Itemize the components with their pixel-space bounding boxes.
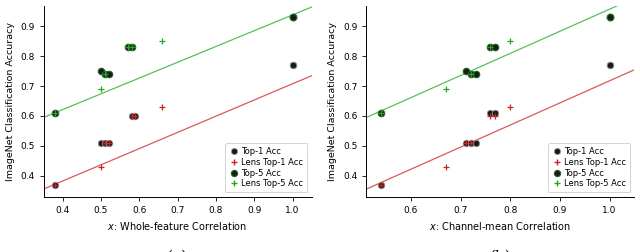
Point (605, 63, 615, 67)
Point (287, 63, 298, 67)
Point (100, 141, 110, 145)
Point (505, 39, 515, 43)
Point (465, 72, 476, 76)
Point (485, 45, 495, 49)
Point (376, 111, 387, 115)
Point (127, 114, 137, 118)
Point (100, 72, 110, 76)
Point (100, 141, 110, 145)
Point (461, 141, 471, 145)
Point (490, 45, 500, 49)
Point (287, 15, 298, 19)
Point (50, 183, 60, 187)
Point (96, 87, 106, 91)
Point (440, 165, 451, 169)
Point (50, 111, 60, 115)
X-axis label: $\it{x}$: Channel-mean Correlation: $\it{x}$: Channel-mean Correlation (429, 220, 572, 232)
X-axis label: $\it{x}$: Whole-feature Correlation: $\it{x}$: Whole-feature Correlation (108, 220, 248, 232)
Point (605, 63, 615, 67)
Point (104, 72, 114, 76)
Point (376, 111, 387, 115)
Point (131, 114, 141, 118)
Legend: Top-1 Acc, Lens Top-1 Acc, Top-5 Acc, Lens Top-5 Acc: Top-1 Acc, Lens Top-1 Acc, Top-5 Acc, Le… (548, 143, 630, 192)
Point (485, 111, 495, 115)
Point (287, 15, 298, 19)
Point (485, 114, 495, 118)
Point (470, 141, 481, 145)
Point (605, 15, 615, 19)
Point (485, 45, 495, 49)
Point (490, 114, 500, 118)
Y-axis label: ImageNet Classification Accuracy: ImageNet Classification Accuracy (328, 22, 337, 180)
Point (96, 141, 106, 145)
Point (104, 141, 114, 145)
Point (96, 69, 106, 73)
Point (605, 15, 615, 19)
Point (127, 45, 137, 49)
Text: (a): (a) (167, 250, 188, 252)
Point (127, 114, 137, 118)
Point (123, 45, 133, 49)
Point (96, 165, 106, 169)
Point (157, 39, 168, 43)
Text: (b): (b) (490, 250, 511, 252)
Point (50, 111, 60, 115)
Point (287, 63, 298, 67)
Point (157, 105, 168, 109)
Point (123, 45, 133, 49)
Point (470, 72, 481, 76)
Point (376, 183, 387, 187)
Point (490, 111, 500, 115)
Point (104, 141, 114, 145)
Point (376, 183, 387, 187)
Point (465, 141, 476, 145)
Y-axis label: ImageNet Classification Accuracy: ImageNet Classification Accuracy (6, 22, 15, 180)
Point (127, 45, 137, 49)
Point (505, 105, 515, 109)
Point (461, 69, 471, 73)
Point (461, 141, 471, 145)
Point (465, 72, 476, 76)
Point (50, 183, 60, 187)
Point (100, 72, 110, 76)
Legend: Top-1 Acc, Lens Top-1 Acc, Top-5 Acc, Lens Top-5 Acc: Top-1 Acc, Lens Top-1 Acc, Top-5 Acc, Le… (225, 143, 307, 192)
Point (131, 114, 141, 118)
Point (465, 141, 476, 145)
Point (440, 87, 451, 91)
